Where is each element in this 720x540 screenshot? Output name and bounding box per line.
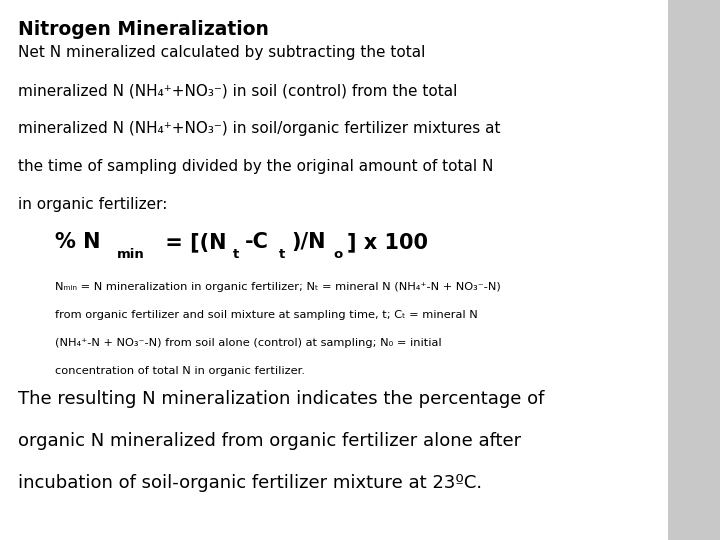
- Text: mineralized N (NH₄⁺+NO₃⁻) in soil (control) from the total: mineralized N (NH₄⁺+NO₃⁻) in soil (contr…: [18, 83, 457, 98]
- Text: in organic fertilizer:: in organic fertilizer:: [18, 197, 167, 212]
- Text: from organic fertilizer and soil mixture at sampling time, t; Cₜ = mineral N: from organic fertilizer and soil mixture…: [55, 310, 478, 320]
- Text: Nₘᵢₙ = N mineralization in organic fertilizer; Nₜ = mineral N (NH₄⁺-N + NO₃⁻-N): Nₘᵢₙ = N mineralization in organic ferti…: [55, 282, 500, 292]
- Text: t: t: [233, 248, 239, 261]
- Text: (NH₄⁺-N + NO₃⁻-N) from soil alone (control) at sampling; N₀ = initial: (NH₄⁺-N + NO₃⁻-N) from soil alone (contr…: [55, 338, 441, 348]
- Text: mineralized N (NH₄⁺+NO₃⁻) in soil/organic fertilizer mixtures at: mineralized N (NH₄⁺+NO₃⁻) in soil/organi…: [18, 121, 500, 136]
- Text: min: min: [117, 248, 145, 261]
- Text: organic N mineralized from organic fertilizer alone after: organic N mineralized from organic ferti…: [18, 432, 521, 450]
- Text: % N: % N: [55, 232, 101, 252]
- Text: = [(N: = [(N: [158, 232, 227, 252]
- Text: Net N mineralized calculated by subtracting the total: Net N mineralized calculated by subtract…: [18, 45, 426, 60]
- FancyBboxPatch shape: [0, 0, 668, 540]
- Text: t: t: [279, 248, 285, 261]
- Text: Nitrogen Mineralization: Nitrogen Mineralization: [18, 20, 269, 39]
- Text: The resulting N mineralization indicates the percentage of: The resulting N mineralization indicates…: [18, 390, 544, 408]
- Text: the time of sampling divided by the original amount of total N: the time of sampling divided by the orig…: [18, 159, 493, 174]
- Text: -C: -C: [245, 232, 269, 252]
- Text: ] x 100: ] x 100: [347, 232, 428, 252]
- Text: o: o: [333, 248, 342, 261]
- Text: incubation of soil-organic fertilizer mixture at 23ºC.: incubation of soil-organic fertilizer mi…: [18, 474, 482, 492]
- Text: )/N: )/N: [291, 232, 325, 252]
- Text: concentration of total N in organic fertilizer.: concentration of total N in organic fert…: [55, 366, 305, 376]
